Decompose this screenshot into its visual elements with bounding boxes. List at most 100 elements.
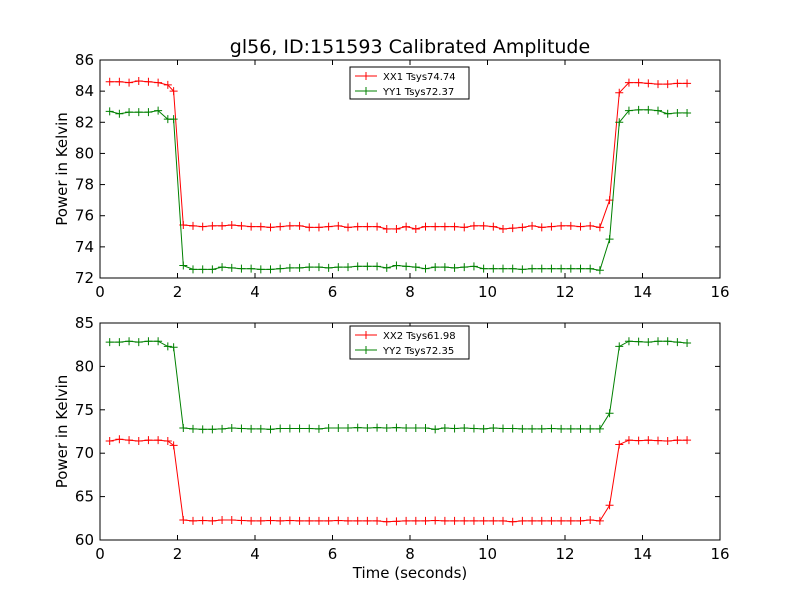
plot2-series-2-point bbox=[105, 338, 114, 347]
plot2-series-1-point bbox=[144, 436, 153, 445]
plot2-series-1-point bbox=[663, 437, 672, 446]
plot2-series-1-point bbox=[528, 516, 537, 525]
plot2-series-2-point bbox=[266, 425, 275, 434]
plot2-series-2-point bbox=[285, 424, 294, 433]
plot2-series-2-point bbox=[305, 424, 314, 433]
plot1-series-1-point bbox=[460, 223, 469, 232]
plot1-series-2-point bbox=[421, 264, 430, 273]
plot2-series-1-point bbox=[125, 436, 134, 445]
plot1-series-2-point bbox=[518, 265, 527, 274]
plot2-series-1-point bbox=[421, 516, 430, 525]
plot2-series-1-point bbox=[566, 516, 575, 525]
plot1-series-2-point bbox=[411, 263, 420, 272]
plot1-series-1-point bbox=[576, 222, 585, 231]
plot2-series-1-point bbox=[285, 516, 294, 525]
plot2-series-2-point bbox=[227, 424, 236, 433]
plot2-series-1-point bbox=[489, 516, 498, 525]
plot1-series-2-point bbox=[557, 264, 566, 273]
plot2-series-2-point bbox=[469, 424, 478, 433]
plot2-series-1-point bbox=[683, 436, 692, 445]
plot2-series-2-point bbox=[634, 337, 643, 346]
plot2-series-2-point bbox=[198, 425, 207, 434]
plot1-series-2-point bbox=[105, 107, 114, 116]
plot2-y-tick-label: 65 bbox=[75, 488, 94, 506]
plot1-legend-label-1: XX1 Tsys74.74 bbox=[383, 72, 456, 83]
plot1-series-1-point bbox=[276, 222, 285, 231]
plot2-series-1-point bbox=[344, 516, 352, 525]
plot1-series-2-point bbox=[256, 265, 265, 274]
plot1-series-1-point bbox=[479, 221, 488, 230]
plot1-series-1-point bbox=[227, 221, 236, 230]
plot2-series-2-point bbox=[576, 424, 585, 433]
plot2-series-2-point bbox=[499, 424, 507, 433]
plot1-series-1-point bbox=[566, 221, 575, 230]
plot1-series-2-point bbox=[431, 263, 440, 272]
plot1-y-tick-label: 74 bbox=[75, 238, 94, 256]
plot1-series-1-point bbox=[314, 223, 323, 232]
plot2-series-1-point bbox=[508, 517, 517, 526]
plot2-series-2-point bbox=[276, 424, 285, 433]
plot1-series-2-point bbox=[382, 263, 391, 272]
plot2-series-1-point bbox=[134, 437, 143, 446]
plot2-series-2-point bbox=[402, 424, 411, 433]
plot1-y-tick-label: 78 bbox=[75, 176, 94, 194]
plot2-series-1-point bbox=[402, 516, 411, 525]
plot1-series-1-point bbox=[208, 221, 217, 230]
plot1-series-2-point bbox=[363, 262, 372, 271]
plot2-legend-label-2: YY2 Tsys72.35 bbox=[382, 346, 454, 357]
plot2-series-1-point bbox=[105, 437, 114, 446]
plot2-series-2-point bbox=[314, 424, 323, 433]
plot2-series-1-point bbox=[411, 516, 420, 525]
plot2-series-2-point bbox=[344, 424, 352, 433]
plot2-legend-label-1: XX2 Tsys61.98 bbox=[383, 331, 456, 342]
plot1-series-1-point bbox=[392, 224, 401, 233]
plot2-series-1-point bbox=[557, 516, 566, 525]
plot1-series-2-point bbox=[276, 264, 285, 273]
plot2-x-tick-label: 12 bbox=[555, 545, 574, 563]
plot2-series-1-point bbox=[237, 516, 246, 525]
plot1-series-2-point bbox=[218, 263, 227, 272]
plot1-series-1-point bbox=[557, 221, 566, 230]
plot2-series-2-point bbox=[450, 424, 459, 433]
plot2-series-1-point bbox=[615, 440, 624, 449]
plot1-series-1-point bbox=[344, 223, 352, 232]
plot1-series-1-point bbox=[605, 196, 614, 205]
plot1-series-2-point bbox=[305, 263, 314, 272]
plot1-series-1-point bbox=[334, 221, 343, 230]
plot1-series-2-point bbox=[198, 265, 207, 274]
plot1-legend-marker-2 bbox=[362, 87, 370, 95]
plot1-legend-box bbox=[349, 66, 470, 100]
plot1-series-1-point bbox=[634, 78, 643, 87]
plot1-y-tick-label: 76 bbox=[75, 207, 94, 225]
plot2-series-2-point bbox=[256, 424, 265, 433]
plot2-y-tick-label: 60 bbox=[75, 531, 94, 549]
plot1-series-2-point bbox=[314, 263, 323, 272]
plot2-series-1-point bbox=[314, 516, 323, 525]
plot2-series-2-point bbox=[115, 338, 124, 347]
plot2-series-2-point bbox=[508, 424, 517, 433]
plot2-series-2-point bbox=[663, 337, 672, 346]
plot2-series-2-point bbox=[154, 337, 163, 346]
plot1-series-1-point bbox=[431, 222, 440, 231]
plot2-legend-marker-1 bbox=[362, 331, 370, 339]
plot2-series-2-point bbox=[411, 424, 420, 433]
plot1-series-2-point bbox=[469, 262, 478, 271]
plot2-series-1-point bbox=[499, 516, 507, 525]
plot1-x-tick-label: 2 bbox=[173, 283, 183, 301]
plot1-series-2-point bbox=[134, 108, 143, 117]
plot1-series-2-point bbox=[644, 105, 653, 114]
plot2-series-1-point bbox=[324, 516, 333, 525]
plot2-series-1-point bbox=[227, 516, 236, 525]
plot1-series-2-point bbox=[499, 264, 507, 273]
plot1-series-1-point bbox=[624, 78, 633, 87]
plot2-series-1-point bbox=[644, 436, 653, 445]
plot1-y-tick-label: 72 bbox=[75, 269, 94, 287]
plot2-series-2-point bbox=[363, 424, 372, 433]
plot1-x-tick-label: 8 bbox=[405, 283, 415, 301]
plot2-legend-box bbox=[349, 325, 470, 360]
plot1-series-2-point bbox=[208, 265, 217, 274]
plot2-series-2-point bbox=[537, 424, 546, 433]
plot2-x-tick-label: 10 bbox=[478, 545, 497, 563]
plot1-series-1-point bbox=[450, 222, 459, 231]
plot2-y-tick-label: 85 bbox=[75, 314, 94, 332]
